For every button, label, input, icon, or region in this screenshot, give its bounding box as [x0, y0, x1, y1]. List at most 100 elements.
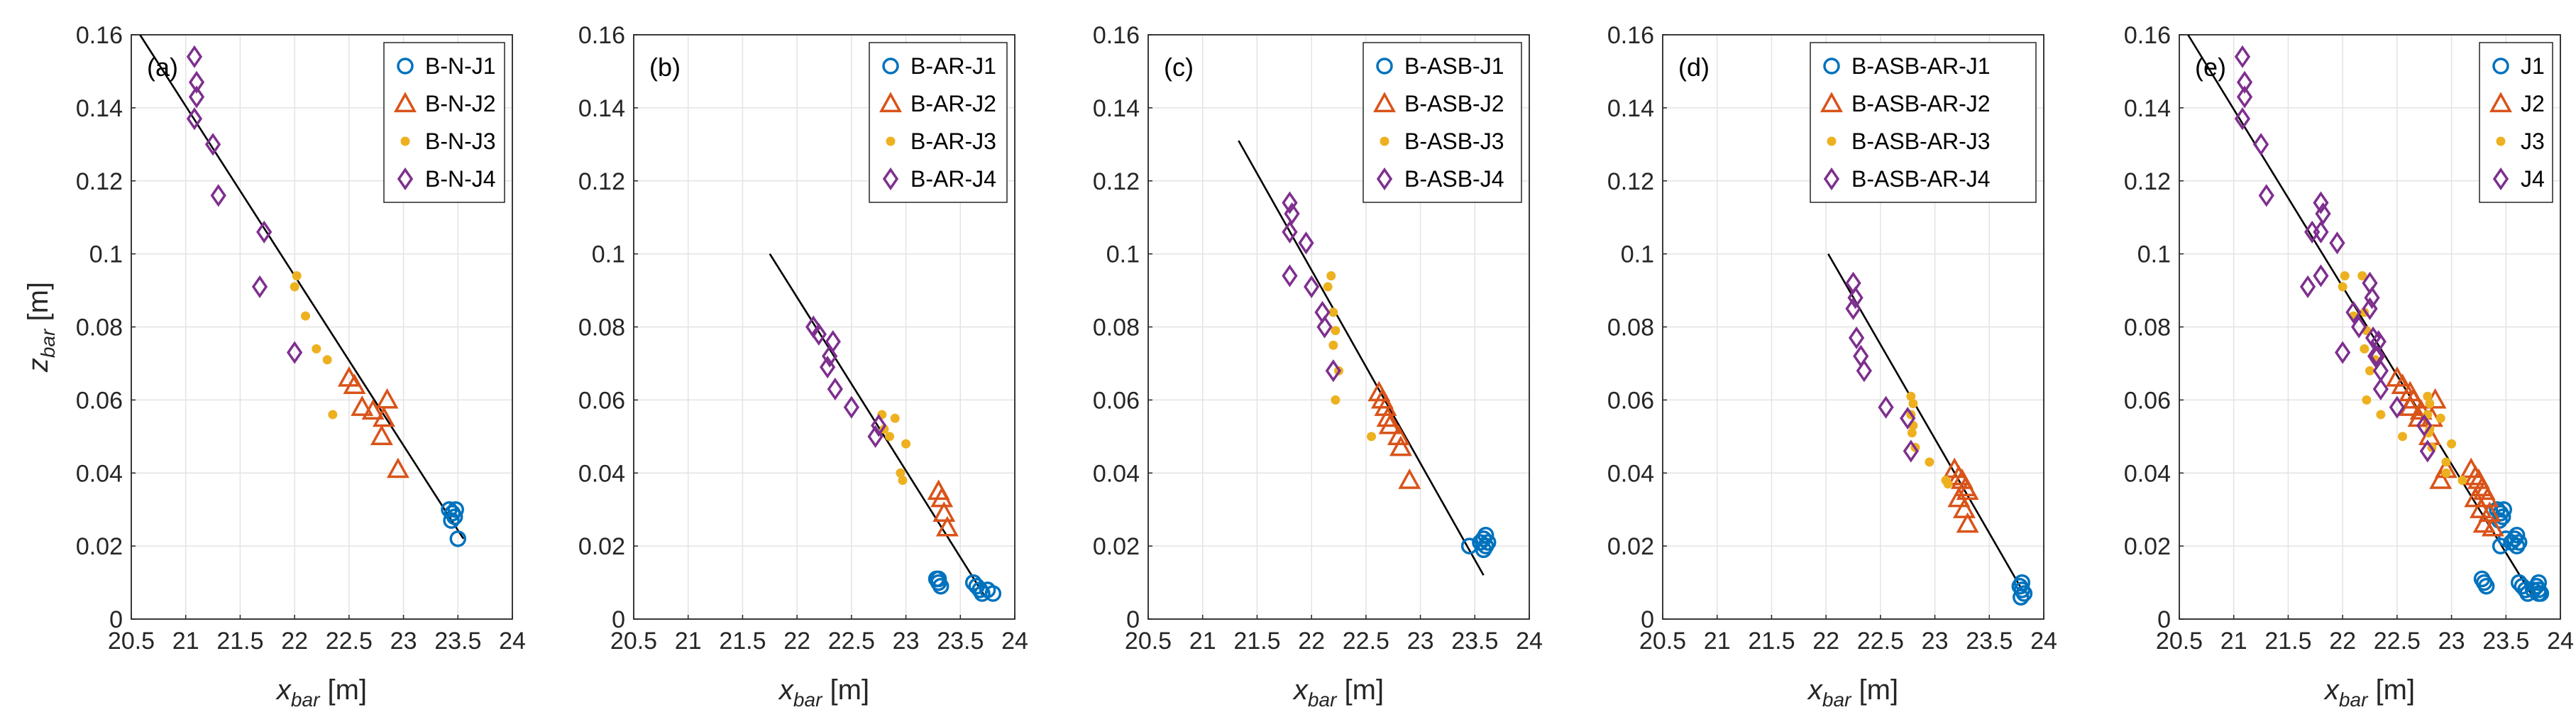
- legend-label: B-ASB-J3: [1404, 129, 1504, 154]
- data-point: [2372, 359, 2389, 383]
- data-point: [890, 413, 900, 423]
- y-tick-label: 0: [109, 606, 123, 633]
- x-tick-label: 23: [1922, 628, 1949, 655]
- data-point: [2364, 286, 2380, 310]
- data-point: [1925, 457, 1934, 467]
- legend-label: B-ASB-AR-J4: [1851, 166, 1991, 192]
- data-point: [2234, 107, 2251, 131]
- data-point: [2401, 388, 2425, 409]
- legend-marker: [879, 92, 902, 113]
- x-tick-label: 20.5: [1125, 628, 1172, 655]
- legend-label: B-AR-J1: [910, 53, 996, 79]
- panel-3: 20.5 21 21.5 22 22.5 23 23.5 24 0 0.02 0.04 0.06 0.0…: [1093, 22, 1543, 711]
- data-point: [1906, 391, 1916, 401]
- legend-marker: [1376, 58, 1393, 75]
- legend-box: [869, 42, 1008, 203]
- x-tick-label: 20.5: [2156, 628, 2203, 655]
- fit-line: [769, 253, 986, 598]
- legend-label: B-ASB-J1: [1404, 53, 1504, 79]
- x-tick-label: 23: [1407, 628, 1434, 655]
- x-tick-label: 21.5: [1233, 628, 1280, 655]
- data-point: [2365, 366, 2374, 376]
- x-tick-label: 21: [2220, 628, 2247, 655]
- y-tick-label: 0.02: [1607, 533, 1654, 560]
- series-B-ASB-AR-J1: [2011, 574, 2033, 606]
- data-point: [386, 457, 409, 479]
- y-tick-label: 0.08: [2124, 315, 2171, 341]
- data-point: [2362, 395, 2372, 405]
- y-tick-label: 0.06: [76, 387, 123, 414]
- data-point: [256, 220, 273, 244]
- x-tick-label: 23.5: [1966, 628, 2013, 655]
- data-point: [1908, 399, 1918, 409]
- y-tick-label: 0.16: [578, 22, 625, 49]
- series-B-ASB-J3: [1323, 270, 1377, 442]
- legend-marker: [1373, 92, 1396, 113]
- data-point: [1298, 231, 1314, 255]
- x-tick-label: 21: [675, 628, 702, 655]
- series-B-AR-J1: [928, 570, 1002, 602]
- data-point: [2357, 270, 2367, 280]
- data-point: [1847, 286, 1864, 310]
- x-tick-label: 22: [281, 628, 308, 655]
- series-B-ASB-AR-J4: [1845, 271, 1919, 463]
- data-point: [1907, 428, 1917, 438]
- data-point: [2441, 457, 2451, 467]
- data-point: [2338, 282, 2347, 292]
- y-tick-label: 0.16: [1607, 22, 1654, 49]
- data-point: [932, 501, 956, 522]
- data-point: [2532, 585, 2550, 602]
- y-tick-label: 0.06: [578, 387, 625, 414]
- data-point: [1903, 439, 1919, 463]
- data-point: [1878, 395, 1894, 419]
- legend-label: B-N-J2: [425, 91, 496, 116]
- x-tick-label: 21.5: [1748, 628, 1795, 655]
- y-tick-label: 0.08: [1607, 315, 1654, 341]
- legend-marker: [1380, 136, 1389, 146]
- data-point: [446, 508, 463, 525]
- data-point: [1845, 297, 1861, 320]
- legend: B-AR-J1 B-AR-J2 B-AR-J3 B-AR-J4: [869, 42, 1008, 203]
- data-point: [2429, 468, 2453, 489]
- series-B-ASB-AR-J3: [1906, 391, 1953, 489]
- data-point: [2464, 486, 2487, 508]
- data-point: [2530, 574, 2548, 591]
- y-tick-label: 0.02: [76, 533, 123, 560]
- y-tick-label: 0.1: [2137, 241, 2171, 268]
- legend: B-N-J1 B-N-J2 B-N-J3 B-N-J4: [383, 42, 505, 203]
- data-point: [2470, 476, 2494, 496]
- data-point: [1376, 406, 1399, 427]
- x-tick-label: 23: [390, 628, 417, 655]
- y-tick-label: 0.1: [89, 241, 123, 268]
- data-point: [1378, 413, 1402, 434]
- data-point: [2510, 534, 2528, 551]
- x-tick-label: 24: [499, 628, 526, 655]
- data-point: [2345, 300, 2362, 324]
- data-point: [1323, 282, 1333, 292]
- x-tick-label: 21: [1704, 628, 1731, 655]
- series-B-N-J2: [337, 366, 409, 479]
- panel-2: 20.5 21 21.5 22 22.5 23 23.5 24 0 0.02 0.04 0.06 0.0…: [578, 22, 1028, 711]
- legend-label: B-AR-J4: [910, 166, 996, 192]
- legend-label: B-ASB-AR-J3: [1851, 129, 1991, 154]
- data-point: [1326, 270, 1336, 280]
- x-axis-label: xbar [m]: [275, 674, 367, 711]
- data-point: [447, 501, 464, 518]
- data-point: [2492, 537, 2509, 554]
- legend-marker: [397, 167, 414, 191]
- data-point: [2457, 476, 2467, 486]
- x-tick-label: 23.5: [1451, 628, 1498, 655]
- y-tick-label: 0.04: [1607, 460, 1654, 487]
- panel-4: 20.5 21 21.5 22 22.5 23 23.5 24 0 0.02 0.04 0.06 0.0…: [1607, 22, 2057, 711]
- data-point: [375, 388, 399, 409]
- data-point: [1284, 202, 1300, 226]
- y-tick-label: 0.1: [1621, 241, 1654, 268]
- data-point: [1328, 307, 1338, 317]
- series-B-N-J3: [290, 270, 338, 420]
- data-point: [2329, 231, 2345, 255]
- data-point: [1900, 407, 1916, 430]
- data-point: [867, 425, 884, 448]
- data-point: [351, 395, 374, 416]
- data-point: [449, 530, 467, 547]
- data-point: [2441, 468, 2451, 478]
